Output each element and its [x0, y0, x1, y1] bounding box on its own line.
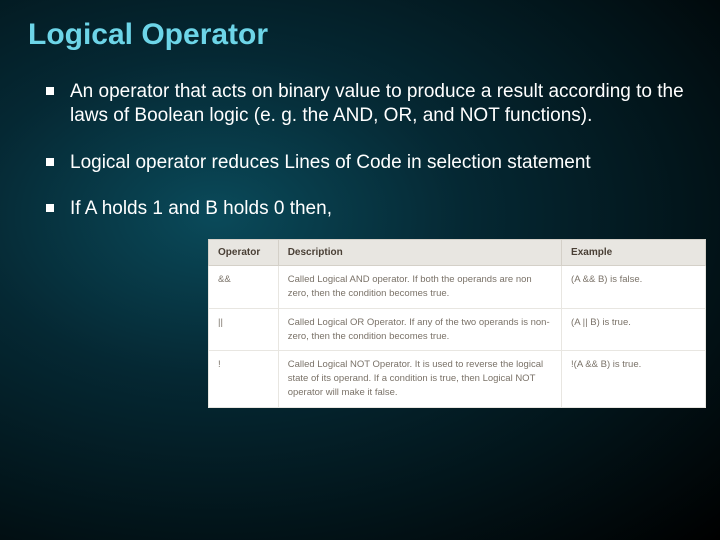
- cell-description: Called Logical NOT Operator. It is used …: [278, 351, 561, 407]
- bullet-item: Logical operator reduces Lines of Code i…: [46, 151, 692, 175]
- cell-description: Called Logical AND operator. If both the…: [278, 266, 561, 309]
- table-header-row: Operator Description Example: [209, 240, 706, 266]
- bullet-item: An operator that acts on binary value to…: [46, 80, 692, 129]
- slide-title: Logical Operator: [28, 18, 692, 52]
- cell-description: Called Logical OR Operator. If any of th…: [278, 308, 561, 351]
- table-row: || Called Logical OR Operator. If any of…: [209, 308, 706, 351]
- cell-operator: ||: [209, 308, 279, 351]
- cell-example: (A && B) is false.: [562, 266, 706, 309]
- slide: Logical Operator An operator that acts o…: [0, 0, 720, 408]
- table-row: ! Called Logical NOT Operator. It is use…: [209, 351, 706, 407]
- bullet-item: If A holds 1 and B holds 0 then,: [46, 197, 692, 221]
- cell-operator: &&: [209, 266, 279, 309]
- header-operator: Operator: [209, 240, 279, 266]
- operator-table: Operator Description Example && Called L…: [208, 239, 706, 407]
- bullet-list: An operator that acts on binary value to…: [28, 80, 692, 221]
- operator-table-wrap: Operator Description Example && Called L…: [208, 239, 706, 407]
- cell-example: !(A && B) is true.: [562, 351, 706, 407]
- table-row: && Called Logical AND operator. If both …: [209, 266, 706, 309]
- header-example: Example: [562, 240, 706, 266]
- cell-example: (A || B) is true.: [562, 308, 706, 351]
- header-description: Description: [278, 240, 561, 266]
- cell-operator: !: [209, 351, 279, 407]
